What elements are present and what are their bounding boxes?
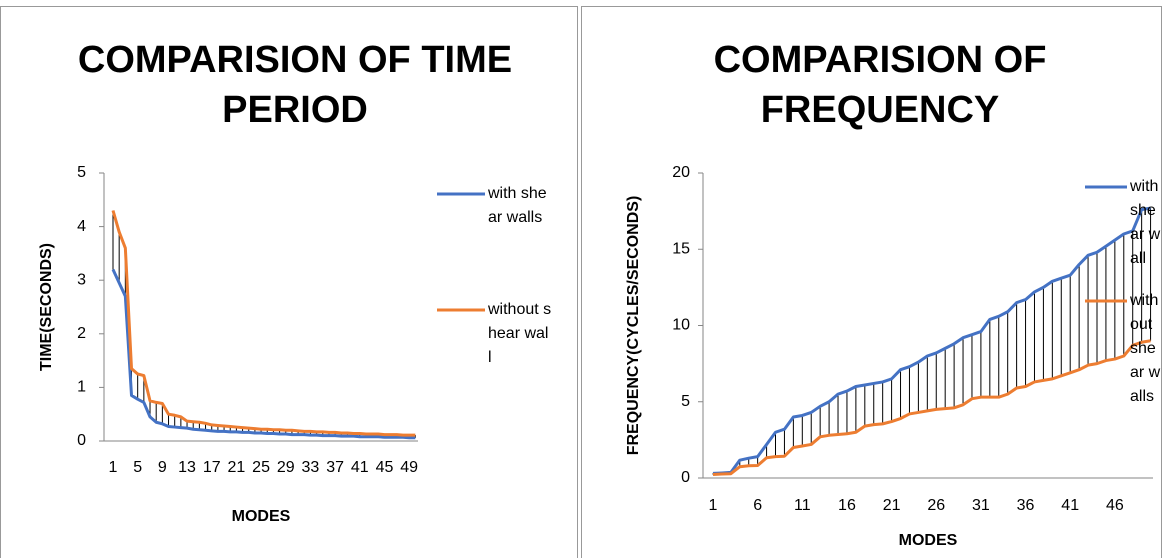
x-tick-label: 26 (927, 497, 945, 514)
y-tick-label: 4 (77, 218, 86, 235)
x-tick-label: 11 (794, 497, 811, 514)
legend-label: with shear wall (1130, 178, 1161, 267)
x-tick-label: 21 (883, 497, 901, 514)
x-tick-label: 37 (326, 459, 344, 476)
y-tick-label: 2 (77, 325, 86, 342)
x-tick-label: 9 (158, 459, 167, 476)
legend-label: with shear walls (488, 185, 547, 226)
series-line (111, 268, 416, 440)
x-tick-label: 41 (351, 459, 369, 476)
y-tick-label: 10 (672, 317, 690, 334)
x-axis-label: MODES (899, 532, 958, 549)
x-tick-label: 17 (203, 459, 221, 476)
x-tick-label: 45 (376, 459, 394, 476)
legend-label: without shear walls (1130, 292, 1161, 405)
x-tick-label: 13 (178, 459, 196, 476)
x-tick-label: 25 (252, 459, 270, 476)
x-tick-label: 46 (1106, 497, 1124, 514)
x-tick-label: 21 (228, 459, 246, 476)
series-line (712, 206, 1151, 475)
y-tick-label: 5 (681, 393, 690, 410)
chart-title: COMPARISION OF FREQUENCY (713, 39, 1047, 131)
x-tick-label: 1 (709, 497, 718, 514)
y-tick-label: 20 (672, 164, 690, 181)
y-tick-label: 0 (77, 432, 86, 449)
y-tick-label: 5 (77, 164, 86, 181)
x-tick-label: 6 (753, 497, 762, 514)
y-tick-label: 1 (77, 379, 86, 396)
x-tick-label: 29 (277, 459, 295, 476)
legend-label: without shear wall (488, 301, 552, 366)
series-line (712, 339, 1151, 476)
x-tick-label: 41 (1061, 497, 1079, 514)
panel-border (0, 6, 578, 558)
y-tick-label: 3 (77, 271, 86, 288)
y-axis-label: TIME(SECONDS) (38, 243, 55, 371)
y-tick-label: 0 (681, 469, 690, 486)
x-tick-label: 31 (972, 497, 990, 514)
x-tick-label: 33 (302, 459, 320, 476)
x-tick-label: 36 (1017, 497, 1035, 514)
y-tick-label: 15 (672, 240, 690, 257)
series-line (111, 210, 416, 437)
y-axis-label: FREQUENCY(CYCLES/SECONDS) (625, 196, 642, 456)
x-tick-label: 49 (400, 459, 418, 476)
x-tick-label: 5 (133, 459, 142, 476)
x-tick-label: 16 (838, 497, 856, 514)
x-axis-label: MODES (232, 508, 291, 525)
chart-title: COMPARISION OF TIME PERIOD (77, 39, 513, 131)
x-tick-label: 1 (109, 459, 118, 476)
